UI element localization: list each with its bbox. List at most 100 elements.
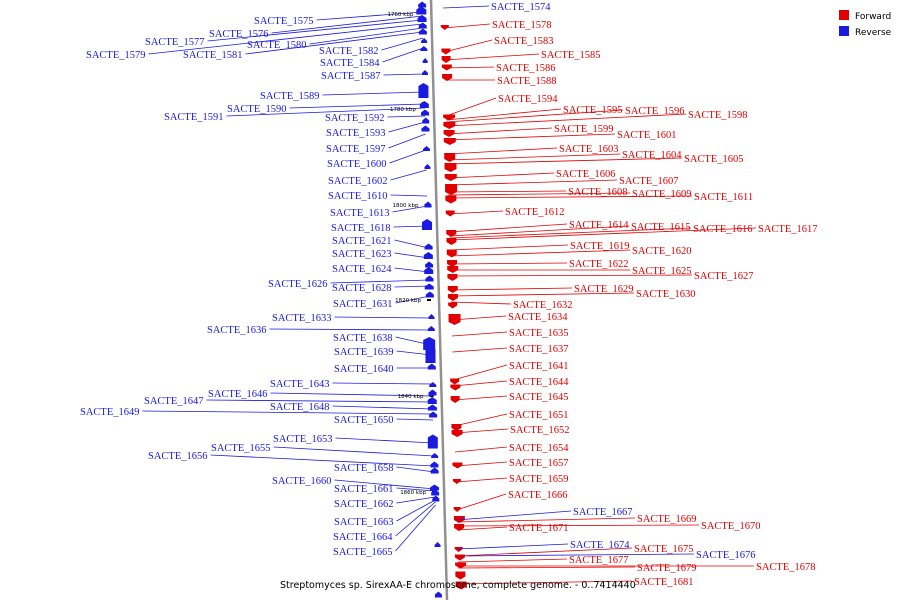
- leader-line: [456, 517, 636, 523]
- leader-line: [443, 5, 490, 9]
- kbp-tick-label: 1860 kbp: [400, 490, 426, 496]
- reverse-gene-arrow: [423, 337, 436, 350]
- gene-label: SACTE_1604: [622, 150, 682, 161]
- leader-line: [387, 115, 426, 118]
- forward-gene-arrow: [441, 56, 451, 63]
- gene-label: SACTE_1664: [333, 532, 393, 543]
- legend-forward-label: Forward: [855, 12, 891, 22]
- reverse-gene-arrow: [419, 101, 429, 108]
- leader-line: [452, 347, 508, 353]
- leader-line: [456, 493, 507, 511]
- kbp-tick-label: 1780 kbp: [390, 107, 416, 113]
- leader-line: [448, 190, 567, 193]
- reverse-gene-arrow: [425, 261, 434, 268]
- leader-line: [447, 157, 683, 165]
- leader-line: [245, 31, 423, 55]
- gene-label: SACTE_1639: [334, 347, 394, 358]
- kbp-tick-label: 1800 kbp: [393, 203, 419, 209]
- leader-line: [454, 413, 508, 427]
- gene-label: SACTE_1589: [260, 91, 320, 102]
- leader-line: [273, 446, 435, 457]
- reverse-gene-arrow: [427, 404, 437, 411]
- forward-gene-arrow: [448, 302, 458, 309]
- gene-label: SACTE_1627: [694, 271, 754, 282]
- leader-line: [446, 108, 562, 121]
- reverse-gene-arrow: [428, 389, 437, 396]
- reverse-gene-arrow: [430, 467, 439, 474]
- leader-line: [455, 461, 508, 467]
- leader-line: [454, 428, 509, 434]
- reverse-gene-arrow: [424, 243, 433, 250]
- gene-label: SACTE_1587: [321, 71, 381, 82]
- leader-line: [394, 252, 429, 259]
- leader-lines: [142, 5, 757, 585]
- gene-label: SACTE_1579: [86, 50, 146, 61]
- gene-label: SACTE_1605: [684, 154, 744, 165]
- leader-line: [334, 479, 436, 490]
- gene-label: SACTE_1631: [333, 299, 393, 310]
- gene-label: SACTE_1575: [254, 16, 314, 27]
- gene-glyphs: [416, 1, 467, 598]
- gene-label: SACTE_1584: [320, 58, 380, 69]
- forward-gene-arrow: [452, 479, 461, 484]
- gene-label: SACTE_1606: [556, 169, 616, 180]
- gene-label: SACTE_1661: [334, 484, 394, 495]
- legend-reverse-label: Reverse: [855, 28, 892, 38]
- leader-line: [390, 169, 427, 181]
- gene-label: SACTE_1645: [509, 392, 569, 403]
- reverse-gene-arrow: [418, 28, 427, 35]
- leader-line: [455, 446, 508, 453]
- gene-label: SACTE_1676: [696, 550, 756, 561]
- reverse-gene-arrow: [421, 38, 428, 43]
- gene-label: SACTE_1633: [272, 313, 332, 324]
- gene-label: SACTE_1622: [569, 259, 629, 270]
- gene-label: SACTE_1675: [634, 544, 694, 555]
- gene-label: SACTE_1593: [326, 128, 386, 139]
- reverse-gene-arrow: [416, 6, 427, 15]
- leader-line: [453, 380, 508, 387]
- forward-gene-arrow: [450, 384, 461, 391]
- leader-line: [395, 295, 430, 304]
- reverse-gene-arrow: [420, 46, 428, 51]
- legend-forward-swatch: [839, 10, 849, 20]
- gene-label: SACTE_1669: [637, 514, 697, 525]
- gene-label: SACTE_1596: [625, 106, 685, 117]
- gene-label: SACTE_1629: [574, 284, 634, 295]
- leader-line: [450, 274, 693, 277]
- gene-label: SACTE_1653: [273, 434, 333, 445]
- leader-line: [457, 524, 700, 527]
- reverse-gene-arrow: [430, 461, 439, 468]
- reverse-gene-arrow: [418, 22, 427, 29]
- reverse-gene-arrow: [418, 1, 427, 8]
- leader-line: [444, 66, 495, 69]
- reverse-gene-arrow: [424, 283, 434, 290]
- reverse-gene-arrow: [434, 542, 441, 547]
- gene-label: SACTE_1595: [563, 105, 623, 116]
- leader-line: [330, 279, 430, 284]
- leader-line: [446, 133, 616, 141]
- gene-label: SACTE_1590: [227, 104, 287, 115]
- forward-gene-arrow: [450, 378, 460, 385]
- leader-line: [206, 399, 433, 403]
- chromosome-axis: [429, 0, 449, 600]
- leader-line: [309, 27, 423, 45]
- gene-label: SACTE_1598: [688, 110, 748, 121]
- gene-label: SACTE_1662: [334, 499, 394, 510]
- leader-line: [394, 239, 429, 249]
- forward-gene-arrow: [455, 581, 467, 590]
- forward-gene-arrow: [451, 424, 462, 431]
- gene-label: SACTE_1624: [332, 264, 392, 275]
- gene-label: SACTE_1643: [270, 379, 330, 390]
- gene-label: SACTE_1632: [513, 300, 573, 311]
- leader-line: [449, 225, 630, 237]
- gene-label: SACTE_1610: [328, 191, 388, 202]
- leader-line: [449, 249, 631, 257]
- gene-label: SACTE_1655: [211, 443, 271, 454]
- gene-label: SACTE_1585: [541, 50, 601, 61]
- leader-line: [443, 23, 491, 29]
- gene-label: SACTE_1635: [509, 328, 569, 339]
- leader-line: [289, 103, 425, 109]
- gene-label: SACTE_1578: [492, 20, 552, 31]
- gene-label: SACTE_1601: [617, 130, 677, 141]
- leader-line: [389, 149, 427, 164]
